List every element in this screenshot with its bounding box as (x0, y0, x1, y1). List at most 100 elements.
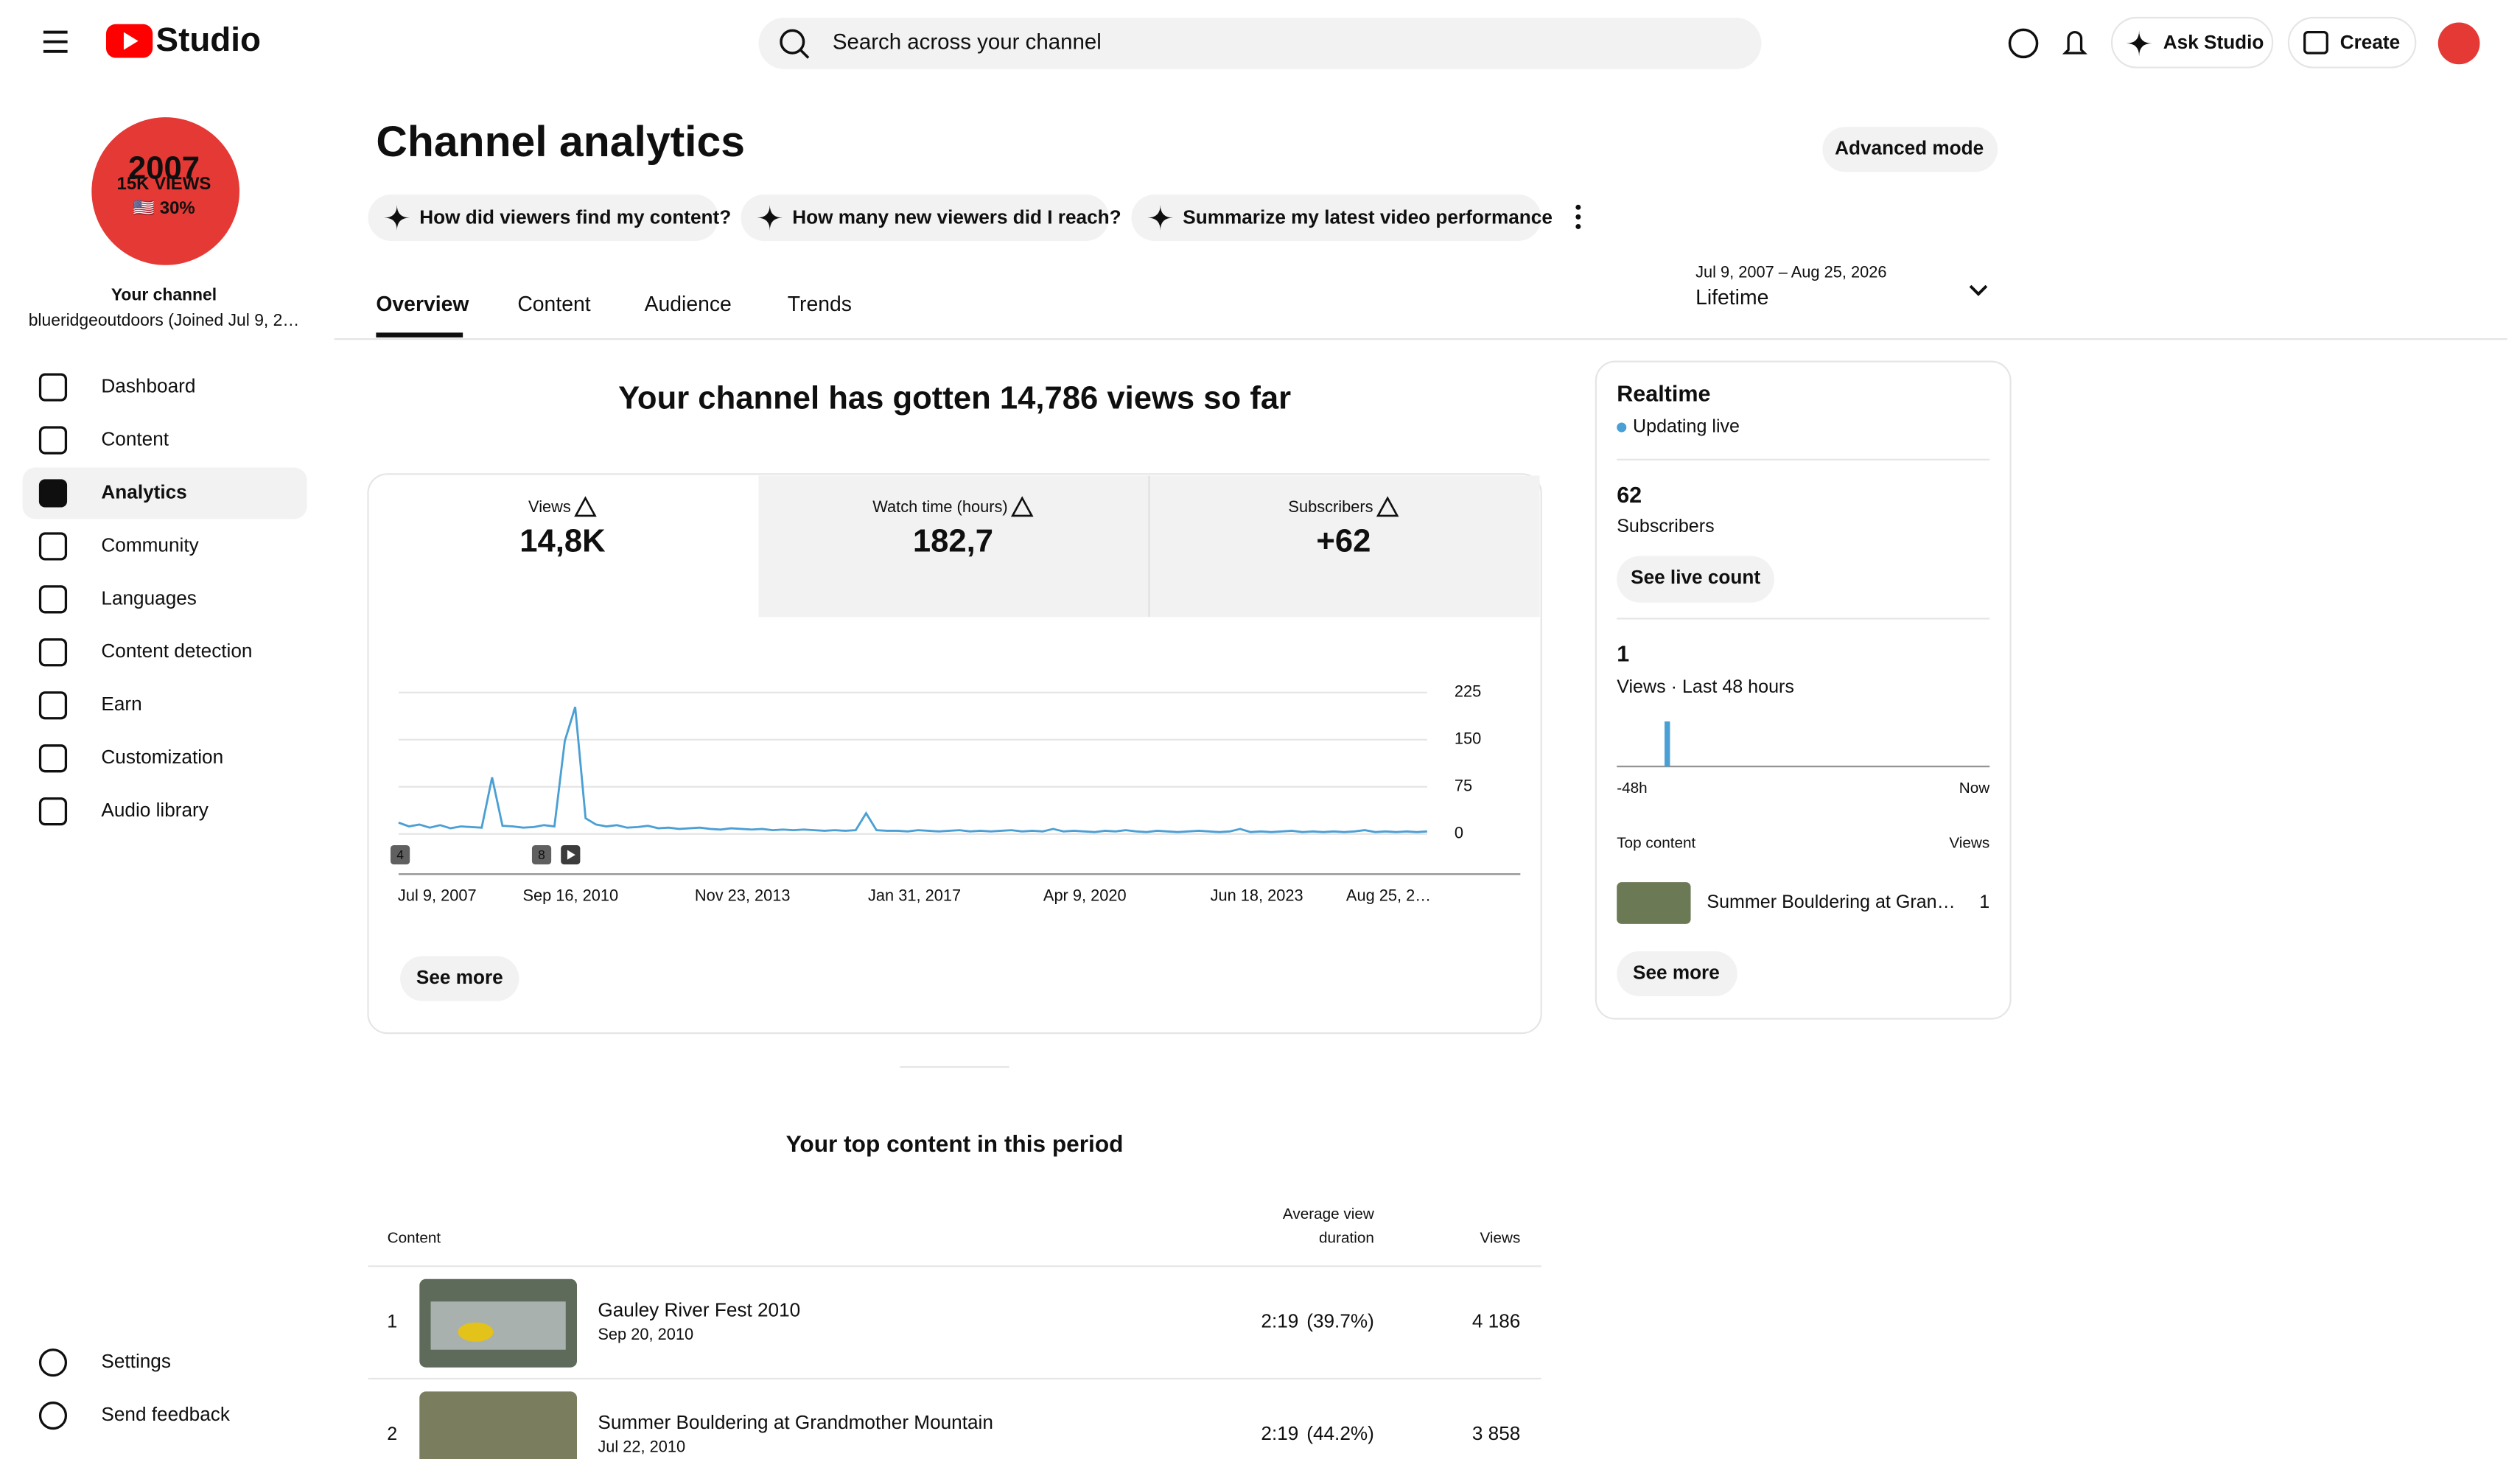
thumbnail-detail (458, 1322, 494, 1342)
spark-icon (757, 205, 783, 231)
more-button[interactable] (1575, 204, 1581, 229)
logo-play (123, 32, 139, 50)
views: 3 858 (1472, 1422, 1520, 1444)
help-button[interactable] (2008, 28, 2039, 59)
nav-item[interactable]: Settings (101, 1350, 171, 1372)
ask-studio-button[interactable] (2110, 16, 2274, 69)
search-placeholder: Search across your channel (833, 30, 1102, 55)
nav-item[interactable]: Community (101, 533, 199, 556)
views: 4 186 (1472, 1310, 1520, 1332)
metric-value: 14,8K (519, 524, 606, 559)
nav-item[interactable]: Content (101, 427, 169, 449)
top-item-title[interactable]: Summer Bouldering at Gran… (1707, 892, 1955, 912)
see-live-count-label: See live count (1631, 566, 1760, 588)
date-range: Jul 9, 2007 – Aug 25, 2026 (1695, 262, 1886, 281)
nav-icon (38, 585, 68, 614)
warning-icon (574, 496, 597, 517)
column-header: Views (1480, 1230, 1520, 1247)
spark-icon (1147, 205, 1174, 231)
channel-avatar[interactable] (91, 117, 239, 265)
nav-item[interactable]: Content detection (101, 640, 252, 662)
nav-item[interactable]: Analytics (101, 480, 186, 503)
see-more-button[interactable] (1617, 951, 1737, 996)
nav-item[interactable]: Audio library (101, 799, 209, 821)
suggestion-chip[interactable] (368, 194, 718, 242)
nav-icon (38, 373, 68, 402)
see-more-label: See more (1633, 961, 1720, 983)
nav-item[interactable]: Send feedback (101, 1403, 230, 1425)
y-tick-label: 0 (1455, 824, 1463, 842)
tab[interactable]: Trends (788, 293, 852, 316)
mini-bar (1665, 721, 1670, 767)
play-icon (567, 850, 575, 860)
nav-item[interactable]: Earn (101, 693, 141, 715)
mini-x-label: -48h (1617, 780, 1647, 797)
nav-icon (38, 638, 68, 667)
thumbnail[interactable] (1617, 882, 1691, 924)
nav-item[interactable]: Languages (101, 587, 196, 609)
period: Lifetime (1695, 286, 1768, 309)
views-label: Views · Last 48 hours (1617, 676, 1794, 697)
search-box[interactable] (758, 17, 1762, 69)
video-date: Sep 20, 2010 (598, 1325, 693, 1343)
create-icon (2303, 30, 2328, 55)
create-label: Create (2340, 31, 2400, 53)
nav-item[interactable]: Dashboard (101, 374, 195, 396)
thumbnail[interactable] (419, 1391, 578, 1459)
see-more-button[interactable] (400, 956, 519, 1001)
y-tick-label: 225 (1455, 682, 1481, 701)
nav-icon (38, 1348, 68, 1377)
metric-value: +62 (1316, 524, 1371, 559)
ask-studio-label: Ask Studio (2163, 31, 2264, 53)
channel-name: blueridgeoutdoors (Joined Jul 9, 2… (29, 310, 300, 329)
column-header: duration (1319, 1230, 1374, 1247)
tab[interactable]: Audience (645, 293, 732, 316)
suggestion-chip[interactable] (1131, 194, 1541, 242)
video-title[interactable]: Gauley River Fest 2010 (598, 1298, 800, 1320)
menu-button[interactable] (43, 30, 68, 53)
x-tick-label: Jan 31, 2017 (868, 886, 961, 905)
column-header: Average view (1283, 1206, 1374, 1222)
suggestion-label: Summarize my latest video performance (1183, 206, 1553, 228)
section-title: Your top content in this period (786, 1130, 1124, 1157)
annotation-marker[interactable] (391, 845, 410, 865)
advanced-mode-button[interactable] (1822, 127, 1998, 172)
nav-icon (38, 691, 68, 720)
suggestion-chip[interactable] (741, 194, 1109, 242)
avg-duration: 2:19 (1261, 1310, 1298, 1332)
channel-label: Your channel (111, 284, 217, 304)
metric-label: Subscribers (1288, 497, 1373, 516)
x-tick-label: Apr 9, 2020 (1043, 886, 1127, 905)
views-count: 1 (1617, 642, 1629, 667)
headline: Your channel has gotten 14,786 views so … (618, 380, 1291, 416)
logo-text: Studio (156, 21, 261, 58)
top-content-label: Top content (1617, 834, 1695, 851)
nav-icon (38, 479, 68, 508)
warning-icon (1010, 496, 1034, 517)
notifications-button[interactable] (2062, 30, 2087, 55)
mini-x-label: Now (1959, 780, 1989, 797)
annotation-label: 8 (538, 847, 545, 862)
account-avatar[interactable] (2437, 22, 2480, 65)
video-title[interactable]: Summer Bouldering at Grandmother Mountai… (598, 1411, 993, 1433)
video-date: Jul 22, 2010 (598, 1438, 685, 1456)
annotation-marker[interactable] (531, 845, 552, 865)
views-header: Views (1949, 834, 1989, 851)
nav-item[interactable]: Customization (101, 746, 223, 768)
spark-icon (384, 205, 410, 231)
create-button[interactable] (2287, 16, 2417, 69)
search-icon (780, 29, 805, 55)
tab[interactable]: Content (517, 293, 590, 316)
nav-icon (38, 797, 68, 826)
nav-icon (38, 1402, 68, 1430)
date-dropdown[interactable] (1969, 284, 1988, 296)
views-line (398, 707, 1427, 833)
nav-icon (38, 532, 68, 561)
suggestion-label: How many new viewers did I reach? (792, 206, 1121, 228)
see-live-count-button[interactable] (1617, 556, 1774, 603)
nav-icon (38, 426, 68, 455)
avatar-text: 🇺🇸 30% (133, 198, 195, 218)
tab[interactable]: Overview (376, 293, 469, 316)
advanced-mode-label: Advanced mode (1835, 137, 1984, 159)
